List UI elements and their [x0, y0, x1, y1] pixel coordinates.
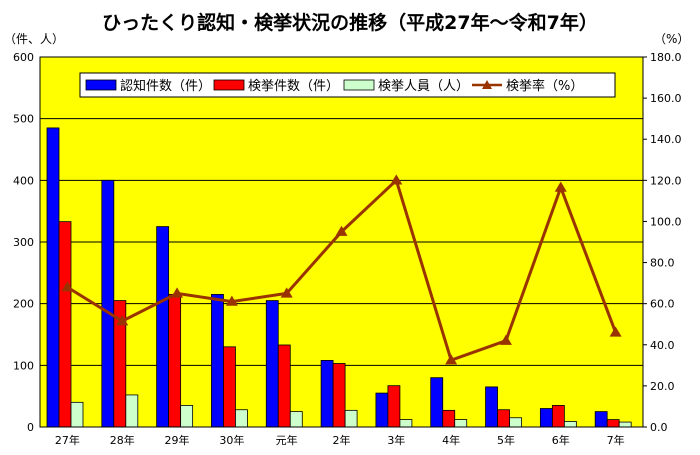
rate-marker — [609, 326, 622, 337]
right-tick-label: 100.0 — [650, 215, 682, 228]
right-tick-label: 180.0 — [650, 51, 682, 64]
rate-marker — [390, 174, 403, 185]
bar-1 — [46, 127, 60, 428]
category-label: 元年 — [276, 433, 298, 447]
category-label: 4年 — [442, 433, 460, 447]
bar-1 — [375, 392, 389, 428]
rate-marker — [225, 295, 238, 306]
right-tick-label: 140.0 — [650, 133, 682, 146]
left-tick-label: 200 — [13, 298, 34, 311]
bar-3 — [618, 421, 632, 428]
right-tick-label: 40.0 — [650, 339, 675, 352]
bar-1 — [485, 386, 498, 428]
bar-3 — [399, 419, 413, 428]
left-tick-label: 0 — [27, 421, 34, 434]
bars — [46, 127, 632, 428]
chart-title: ひったくり認知・検挙状況の推移（平成27年～令和7年） — [102, 11, 598, 34]
plot-border — [39, 56, 644, 428]
left-tick-label: 400 — [13, 174, 34, 187]
legend-label-1: 認知件数（件） — [120, 78, 211, 94]
bar-1 — [211, 294, 224, 428]
bar-2 — [223, 346, 236, 428]
right-tick-label: 60.0 — [650, 298, 675, 311]
category-label: 7年 — [607, 433, 625, 447]
category-label: 5年 — [497, 433, 515, 447]
bar-2 — [442, 409, 456, 428]
axes: 0 100 200 300 400 500 600 0.0 20.0 40.0 60.0 80.0 10… — [13, 51, 682, 447]
left-tick-label: 100 — [13, 359, 34, 372]
right-tick-label: 120.0 — [650, 174, 682, 187]
legend-label-2: 検挙件数（件） — [248, 79, 339, 94]
right-axis-unit: （%） — [654, 32, 689, 46]
bar-2 — [497, 409, 510, 428]
bar-3 — [70, 401, 84, 428]
right-tick-label: 80.0 — [650, 257, 675, 270]
bar-3 — [180, 405, 194, 428]
bar-1 — [320, 359, 334, 428]
legend-swatch-1 — [85, 79, 117, 91]
bar-2 — [551, 405, 565, 428]
category-label: 27年 — [55, 433, 80, 447]
left-tick-label: 600 — [13, 51, 34, 64]
bar-2 — [332, 363, 346, 428]
rate-marker — [445, 354, 458, 365]
bar-1 — [101, 179, 115, 428]
legend-swatch-3 — [343, 79, 375, 91]
left-tick-label: 500 — [13, 113, 34, 126]
rate-marker — [171, 287, 184, 298]
bar-3 — [344, 409, 358, 428]
left-axis-unit: （件、人） — [4, 32, 64, 46]
category-label: 28年 — [110, 433, 135, 447]
bar-2 — [168, 294, 182, 428]
rate-marker — [554, 181, 567, 192]
rate-line — [61, 174, 622, 365]
legend-swatch-2 — [213, 79, 245, 91]
bar-3 — [125, 394, 139, 428]
legend-label-4: 検挙率（%） — [506, 78, 583, 94]
bar-1 — [594, 411, 608, 428]
bar-3 — [509, 417, 522, 428]
category-label: 2年 — [333, 433, 351, 447]
rate-marker — [499, 334, 512, 345]
rate-marker — [61, 281, 74, 292]
bar-2 — [387, 385, 401, 428]
bar-1 — [156, 226, 170, 428]
right-tick-label: 0.0 — [650, 421, 668, 434]
right-tick-label: 20.0 — [650, 380, 675, 393]
bar-2 — [606, 419, 620, 428]
rate-marker — [280, 287, 293, 298]
right-tick-label: 160.0 — [650, 92, 682, 105]
legend-label-3: 検挙人員（人） — [378, 79, 469, 94]
category-label: 30年 — [219, 433, 244, 447]
rate-marker — [116, 315, 129, 326]
legend-swatch-marker — [482, 80, 492, 89]
bar-3 — [454, 419, 468, 428]
bar-3 — [563, 421, 577, 428]
category-label: 29年 — [165, 433, 190, 447]
category-label: 3年 — [387, 433, 405, 447]
left-tick-label: 300 — [13, 236, 34, 249]
bar-3 — [289, 411, 303, 428]
bar-1 — [265, 300, 279, 428]
category-label: 6年 — [552, 433, 570, 447]
rate-marker — [335, 225, 348, 236]
bar-3 — [235, 409, 248, 428]
bar-1 — [430, 377, 444, 428]
bar-1 — [539, 408, 553, 428]
legend: 認知件数（件） 検挙件数（件） 検挙人員（人） 検挙率（%） — [79, 72, 616, 98]
gridlines — [40, 118, 643, 366]
bar-2 — [277, 344, 291, 428]
bar-2 — [58, 221, 72, 428]
